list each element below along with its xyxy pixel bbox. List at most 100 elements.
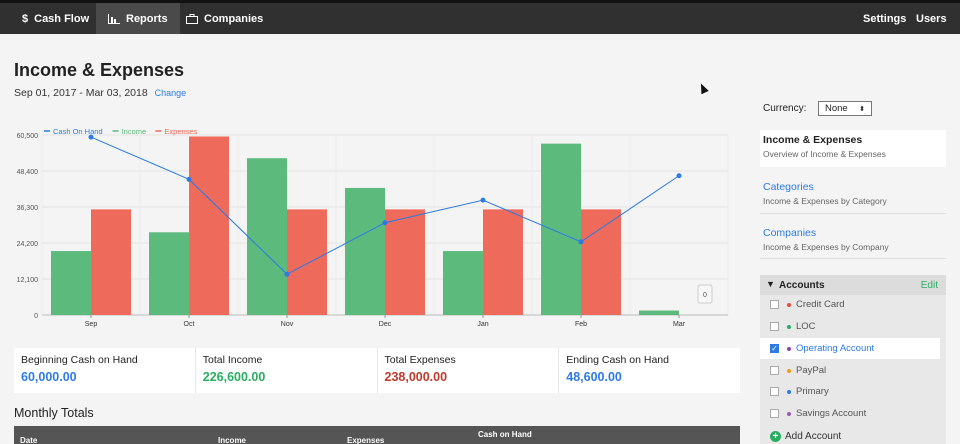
dot-icon xyxy=(787,368,791,373)
column-header-date[interactable]: Date xyxy=(20,436,38,444)
summary-panel: Beginning Cash on Hand 60,000.00 Total I… xyxy=(14,348,740,393)
date-range-text: Sep 01, 2017 - Mar 03, 2018 xyxy=(14,87,148,99)
change-date-link[interactable]: Change xyxy=(154,88,187,98)
report-link-categories[interactable]: Categories Income & Expenses by Category xyxy=(760,177,946,210)
summary-value: 226,600.00 xyxy=(202,370,266,384)
triangle-down-icon: ▼ xyxy=(766,279,775,289)
divider xyxy=(760,213,946,214)
legend-label: Cash On Hand xyxy=(53,127,103,136)
expenses-bar xyxy=(287,209,327,315)
checkbox[interactable] xyxy=(770,409,779,418)
currency-select[interactable]: None ⬍ xyxy=(818,101,872,116)
income-bar xyxy=(149,232,189,315)
account-row-loc[interactable]: LOC xyxy=(760,316,940,337)
report-link-companies[interactable]: Companies Income & Expenses by Company xyxy=(760,223,946,256)
column-header-expenses[interactable]: Expenses xyxy=(347,436,385,444)
checkbox[interactable] xyxy=(770,387,779,396)
dot-icon xyxy=(787,346,791,351)
report-link-title: Companies xyxy=(763,227,817,239)
expenses-bar xyxy=(483,209,523,315)
summary-value: 60,000.00 xyxy=(21,370,77,384)
x-tick-label: Nov xyxy=(281,321,294,328)
income-bar xyxy=(51,251,91,315)
column-header-cash-on-hand[interactable]: Cash on Hand xyxy=(478,430,532,439)
summary-beginning-cash: Beginning Cash on Hand 60,000.00 xyxy=(14,348,196,393)
divider xyxy=(760,258,946,259)
cash-on-hand-point xyxy=(578,239,584,245)
summary-value: 238,000.00 xyxy=(384,370,448,384)
report-link-income-expenses[interactable]: Income & Expenses Overview of Income & E… xyxy=(760,130,946,167)
account-row-operating-account[interactable]: ✓ Operating Account xyxy=(760,338,940,359)
nav-companies-label: Companies xyxy=(204,12,264,25)
summary-label: Ending Cash on Hand xyxy=(566,354,669,366)
chart-tooltip-value: 0 xyxy=(703,292,707,299)
y-tick-label: 0 xyxy=(34,313,38,320)
add-account-button[interactable]: + Add Account xyxy=(770,431,841,442)
nav-companies[interactable]: Companies xyxy=(174,3,275,34)
checkbox[interactable] xyxy=(770,300,779,309)
cash-on-hand-point xyxy=(480,197,486,203)
add-account-label: Add Account xyxy=(785,431,842,442)
monthly-table-header: Date Income Expenses Cash on Hand xyxy=(14,426,740,444)
edit-accounts-link[interactable]: Edit xyxy=(920,280,938,291)
dot-icon xyxy=(787,302,791,307)
checkbox[interactable] xyxy=(770,366,779,375)
account-row-primary[interactable]: Primary xyxy=(760,381,940,402)
mouse-cursor-icon xyxy=(697,81,709,95)
account-name: Savings Account xyxy=(796,408,867,419)
account-name: Credit Card xyxy=(796,299,845,310)
dot-icon xyxy=(787,324,791,329)
checkbox-checked[interactable]: ✓ xyxy=(770,344,779,353)
x-tick-label: Dec xyxy=(379,321,392,328)
column-header-income[interactable]: Income xyxy=(218,436,247,444)
x-tick-label: Feb xyxy=(575,321,587,328)
legend-label: Expenses xyxy=(164,127,197,136)
report-link-title: Income & Expenses xyxy=(763,134,863,146)
summary-total-expenses: Total Expenses 238,000.00 xyxy=(378,348,560,393)
cash-on-hand-point xyxy=(284,271,290,277)
top-navbar: $ Cash Flow Reports Companies Settings U… xyxy=(0,0,960,34)
nav-settings[interactable]: Settings xyxy=(851,3,918,34)
select-arrows-icon: ⬍ xyxy=(859,105,865,113)
y-tick-label: 36,300 xyxy=(17,205,39,212)
nav-reports-label: Reports xyxy=(126,12,168,25)
nav-reports[interactable]: Reports xyxy=(96,3,180,34)
account-row-credit-card[interactable]: Credit Card xyxy=(760,294,940,315)
income-bar xyxy=(541,143,581,315)
nav-cash-flow-label: Cash Flow xyxy=(34,12,90,25)
account-row-paypal[interactable]: PayPal xyxy=(760,360,940,381)
summary-label: Total Income xyxy=(202,354,263,366)
income-expenses-chart: 0 12,100 24,200 36,300 48,400 60,500 Sep Oct Nov… xyxy=(17,127,729,328)
expenses-bar xyxy=(385,209,425,315)
bar-chart-icon xyxy=(108,13,120,24)
expenses-bar xyxy=(91,209,131,315)
cash-on-hand-point xyxy=(88,134,94,140)
x-tick-label: Oct xyxy=(184,321,195,328)
monthly-totals-title: Monthly Totals xyxy=(14,406,94,420)
summary-total-income: Total Income 226,600.00 xyxy=(196,348,378,393)
summary-label: Total Expenses xyxy=(384,354,456,366)
accounts-title: Accounts xyxy=(779,280,825,291)
accounts-header[interactable]: ▼ Accounts Edit xyxy=(760,275,946,295)
y-tick-label: 12,100 xyxy=(17,277,39,284)
date-range: Sep 01, 2017 - Mar 03, 2018 Change xyxy=(14,87,186,99)
income-bar xyxy=(247,158,287,315)
report-link-subtitle: Overview of Income & Expenses xyxy=(763,149,886,159)
x-tick-label: Jan xyxy=(477,321,488,328)
nav-users[interactable]: Users xyxy=(904,3,959,34)
expenses-bar xyxy=(189,136,229,315)
y-tick-label: 60,500 xyxy=(17,133,39,140)
currency-label: Currency: xyxy=(763,103,807,114)
page-title: Income & Expenses xyxy=(14,60,185,80)
currency-value: None xyxy=(825,103,848,114)
checkbox[interactable] xyxy=(770,322,779,331)
dollar-icon: $ xyxy=(22,12,29,25)
summary-label: Beginning Cash on Hand xyxy=(21,354,138,366)
accounts-panel: ▼ Accounts Edit Credit Card LOC ✓ Operat… xyxy=(760,275,946,444)
summary-value: 48,600.00 xyxy=(566,370,622,384)
account-row-savings-account[interactable]: Savings Account xyxy=(760,403,940,424)
nav-cash-flow[interactable]: $ Cash Flow xyxy=(10,3,101,34)
nav-users-label: Users xyxy=(916,12,947,25)
plus-circle-icon: + xyxy=(770,431,781,442)
account-name: Operating Account xyxy=(796,343,875,354)
